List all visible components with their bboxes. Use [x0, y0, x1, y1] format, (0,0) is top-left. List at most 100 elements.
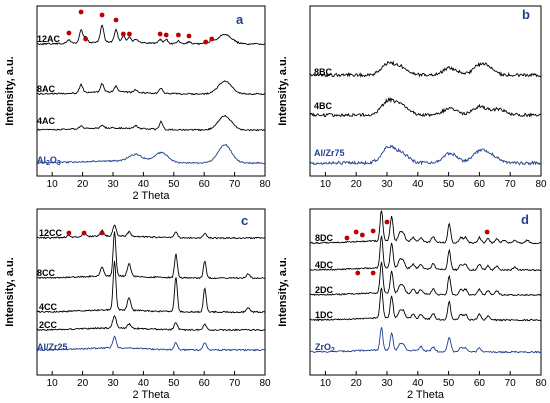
peak-marker — [484, 229, 490, 235]
series-line — [309, 144, 542, 166]
x-tick-label: 60 — [474, 179, 486, 190]
peak-marker — [99, 12, 105, 18]
series-line — [309, 210, 542, 245]
peak-marker — [355, 270, 361, 276]
x-tick-label: 30 — [107, 378, 119, 389]
panel-d: 10 20 30 40 50 60 70 80 2 Theta Intensity, a.u. d 8… — [277, 208, 547, 401]
peak-marker — [186, 33, 192, 39]
series-label: Al2O3 — [37, 155, 61, 167]
plot-frame — [309, 5, 542, 177]
x-tick-label: 30 — [381, 179, 393, 190]
series-line — [36, 260, 266, 314]
series-label: 4CC — [39, 302, 58, 312]
series-label: 1DC — [315, 310, 334, 320]
peak-marker — [163, 32, 169, 38]
x-tick-label: 40 — [412, 179, 424, 190]
x-tick-label: 60 — [199, 378, 211, 389]
panel-c: 10 20 30 40 50 60 70 80 2 Theta Intensity, a.u. c 1… — [4, 208, 271, 401]
peak-marker — [209, 36, 215, 42]
x-tick-label: 70 — [229, 179, 241, 190]
series-label: 8BC — [314, 67, 333, 77]
x-tick-label: 80 — [535, 179, 547, 190]
series-line — [36, 143, 266, 165]
x-axis-label: 2 Theta — [407, 389, 445, 401]
x-axis-label: 2 Theta — [132, 190, 170, 202]
peak-marker — [370, 228, 376, 234]
peak-marker — [203, 39, 209, 45]
peak-marker — [370, 270, 376, 276]
series-label: 8CC — [37, 268, 56, 278]
peak-marker — [99, 230, 105, 236]
x-tick-label: 30 — [107, 179, 119, 190]
x-tick-label: 50 — [168, 179, 180, 190]
peak-marker — [66, 230, 72, 236]
peak-marker — [157, 31, 163, 37]
series-line — [309, 235, 542, 272]
peak-marker — [83, 36, 89, 42]
series-label: Al/Zr75 — [314, 148, 345, 158]
x-tick-label: 80 — [535, 378, 547, 389]
x-tick-label: 50 — [443, 179, 455, 190]
plot-frame — [309, 208, 542, 376]
series-label: 12AC — [37, 34, 61, 44]
series-label: 8AC — [37, 84, 56, 94]
series-label: 2CC — [39, 320, 58, 330]
peak-marker — [353, 229, 359, 235]
series-line — [36, 224, 266, 240]
x-axis-label: 2 Theta — [132, 389, 170, 401]
series-line — [36, 231, 266, 280]
series-line — [309, 287, 541, 322]
panel-letter: d — [521, 212, 529, 227]
panel-letter: c — [241, 213, 248, 228]
x-tick-label: 80 — [259, 179, 271, 190]
series-line — [36, 335, 266, 352]
x-tick-label: 70 — [505, 378, 517, 389]
plot-frame — [36, 208, 266, 376]
y-axis-label: Intensity, a.u. — [277, 257, 289, 326]
x-tick-label: 10 — [47, 378, 59, 389]
series-label: 2DC — [315, 285, 334, 295]
x-tick-label: 20 — [77, 378, 89, 389]
x-tick-label: 20 — [351, 179, 363, 190]
x-tick-label: 30 — [381, 378, 393, 389]
series-line — [36, 80, 266, 96]
peak-marker — [78, 9, 84, 15]
y-axis-label: Intensity, a.u. — [4, 56, 16, 125]
panel-letter: a — [236, 12, 244, 27]
peak-marker — [81, 230, 87, 236]
x-tick-label: 10 — [320, 179, 332, 190]
series-label: 8DC — [315, 233, 334, 243]
panel-b: 10 20 30 40 50 60 70 80 Intensity, a.u. b 8BC 4BC Al… — [277, 5, 547, 190]
x-tick-label: 40 — [138, 179, 150, 190]
series-label: 4AC — [37, 116, 56, 126]
series-label: Al/Zr25 — [37, 342, 68, 352]
peak-marker — [66, 30, 72, 36]
peak-marker — [384, 219, 390, 225]
peak-marker — [175, 32, 181, 38]
series-line — [309, 60, 542, 78]
x-tick-label: 50 — [168, 378, 180, 389]
x-tick-label: 40 — [138, 378, 150, 389]
plot-frame — [36, 5, 266, 177]
series-label: 12CC — [39, 228, 63, 238]
x-tick-label: 20 — [77, 179, 89, 190]
y-axis-label: Intensity, a.u. — [4, 257, 16, 326]
x-tick-label: 70 — [229, 378, 241, 389]
x-tick-label: 50 — [443, 378, 455, 389]
series-line — [309, 327, 541, 354]
series-line — [37, 114, 266, 132]
panel-letter: b — [522, 7, 530, 22]
series-label: 4DC — [315, 260, 334, 270]
x-tick-label: 60 — [474, 378, 486, 389]
x-tick-label: 40 — [412, 378, 424, 389]
peak-marker — [120, 31, 126, 37]
series-line — [309, 96, 542, 118]
x-tick-label: 70 — [505, 179, 517, 190]
x-tick-label: 80 — [259, 378, 271, 389]
series-line — [36, 315, 265, 332]
series-line — [36, 24, 266, 46]
peak-marker — [359, 232, 365, 238]
x-tick-label: 10 — [320, 378, 332, 389]
x-tick-label: 60 — [199, 179, 211, 190]
